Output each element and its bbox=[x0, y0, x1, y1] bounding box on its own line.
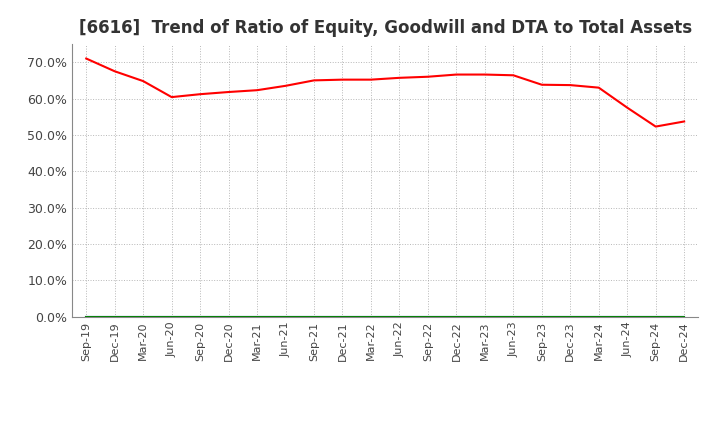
Goodwill bbox=[480, 314, 489, 319]
Goodwill bbox=[566, 314, 575, 319]
Goodwill bbox=[167, 314, 176, 319]
Deferred Tax Assets bbox=[595, 314, 603, 319]
Equity bbox=[82, 56, 91, 61]
Equity bbox=[623, 105, 631, 110]
Goodwill bbox=[623, 314, 631, 319]
Equity bbox=[652, 124, 660, 129]
Goodwill bbox=[537, 314, 546, 319]
Goodwill bbox=[82, 314, 91, 319]
Goodwill bbox=[282, 314, 290, 319]
Equity bbox=[167, 95, 176, 100]
Deferred Tax Assets bbox=[110, 314, 119, 319]
Equity bbox=[566, 82, 575, 88]
Goodwill bbox=[395, 314, 404, 319]
Deferred Tax Assets bbox=[338, 314, 347, 319]
Goodwill bbox=[225, 314, 233, 319]
Equity bbox=[423, 74, 432, 79]
Equity bbox=[225, 89, 233, 95]
Equity bbox=[395, 75, 404, 81]
Goodwill bbox=[338, 314, 347, 319]
Goodwill bbox=[139, 314, 148, 319]
Deferred Tax Assets bbox=[225, 314, 233, 319]
Equity bbox=[595, 85, 603, 90]
Equity bbox=[110, 69, 119, 74]
Goodwill bbox=[110, 314, 119, 319]
Deferred Tax Assets bbox=[310, 314, 318, 319]
Equity bbox=[537, 82, 546, 88]
Deferred Tax Assets bbox=[423, 314, 432, 319]
Deferred Tax Assets bbox=[282, 314, 290, 319]
Equity bbox=[366, 77, 375, 82]
Deferred Tax Assets bbox=[395, 314, 404, 319]
Deferred Tax Assets bbox=[196, 314, 204, 319]
Equity bbox=[480, 72, 489, 77]
Goodwill bbox=[452, 314, 461, 319]
Equity bbox=[253, 88, 261, 93]
Goodwill bbox=[366, 314, 375, 319]
Deferred Tax Assets bbox=[167, 314, 176, 319]
Equity bbox=[196, 92, 204, 97]
Deferred Tax Assets bbox=[139, 314, 148, 319]
Goodwill bbox=[652, 314, 660, 319]
Equity bbox=[680, 119, 688, 124]
Deferred Tax Assets bbox=[623, 314, 631, 319]
Deferred Tax Assets bbox=[566, 314, 575, 319]
Equity bbox=[509, 73, 518, 78]
Deferred Tax Assets bbox=[452, 314, 461, 319]
Equity bbox=[310, 78, 318, 83]
Equity bbox=[338, 77, 347, 82]
Deferred Tax Assets bbox=[509, 314, 518, 319]
Line: Equity: Equity bbox=[86, 59, 684, 127]
Deferred Tax Assets bbox=[480, 314, 489, 319]
Deferred Tax Assets bbox=[537, 314, 546, 319]
Goodwill bbox=[509, 314, 518, 319]
Goodwill bbox=[253, 314, 261, 319]
Deferred Tax Assets bbox=[82, 314, 91, 319]
Deferred Tax Assets bbox=[366, 314, 375, 319]
Goodwill bbox=[595, 314, 603, 319]
Goodwill bbox=[423, 314, 432, 319]
Equity bbox=[452, 72, 461, 77]
Goodwill bbox=[196, 314, 204, 319]
Title: [6616]  Trend of Ratio of Equity, Goodwill and DTA to Total Assets: [6616] Trend of Ratio of Equity, Goodwil… bbox=[78, 19, 692, 37]
Equity bbox=[282, 83, 290, 88]
Equity bbox=[139, 78, 148, 84]
Goodwill bbox=[680, 314, 688, 319]
Deferred Tax Assets bbox=[253, 314, 261, 319]
Deferred Tax Assets bbox=[652, 314, 660, 319]
Deferred Tax Assets bbox=[680, 314, 688, 319]
Goodwill bbox=[310, 314, 318, 319]
